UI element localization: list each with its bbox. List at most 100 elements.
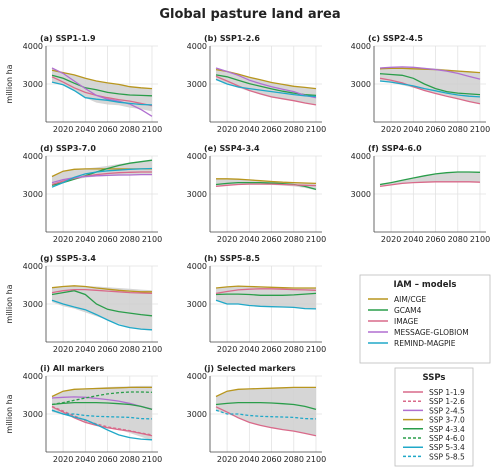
legend-label: AIM/CGE xyxy=(394,295,426,304)
panel-i: (i) All markers 3000 4000 2020 2040 2060 2080 2… xyxy=(5,364,162,464)
y-tick-label: 4000 xyxy=(187,372,207,381)
series-line-ssp-3-7-0 xyxy=(215,386,316,398)
y-axis-label: million ha xyxy=(5,64,14,103)
panel-title: (i) All markers xyxy=(40,364,104,373)
x-tick-label: 2040 xyxy=(239,455,259,464)
x-tick-label: 2060 xyxy=(97,125,117,134)
x-tick-label: 2020 xyxy=(53,345,73,354)
x-tick-label: 2100 xyxy=(470,235,490,244)
legend-label: SSP 3-7.0 xyxy=(429,416,465,425)
panel-c: (c) SSP2-4.5 3000 4000 2020 2040 2060 2080 2100 xyxy=(351,34,491,134)
x-tick-label: 2080 xyxy=(284,125,304,134)
x-tick-label: 2080 xyxy=(120,235,140,244)
x-tick-label: 2020 xyxy=(217,125,237,134)
y-tick-label: 4000 xyxy=(351,152,371,161)
panel-b: (b) SSP1-2.6 3000 4000 2020 2040 2060 2080 2100 xyxy=(187,34,327,134)
series-line-remind-magpie xyxy=(51,299,153,331)
range-band xyxy=(216,387,316,436)
panel-title: (e) SSP4-3.4 xyxy=(204,144,260,153)
panel-title: (j) Selected markers xyxy=(204,364,296,373)
x-tick-label: 2080 xyxy=(120,455,140,464)
y-tick-label: 4000 xyxy=(187,152,207,161)
range-band xyxy=(216,286,316,309)
x-tick-label: 2100 xyxy=(306,345,326,354)
series-line-image xyxy=(215,75,317,106)
y-tick-label: 3000 xyxy=(23,410,43,419)
x-tick-label: 2060 xyxy=(261,235,281,244)
y-tick-label: 4000 xyxy=(23,152,43,161)
series-line-ssp-5-8-5 xyxy=(215,409,317,420)
series-line-remind-magpie xyxy=(215,78,317,98)
x-tick-label: 2040 xyxy=(239,235,259,244)
x-tick-label: 2100 xyxy=(470,125,490,134)
y-tick-label: 3000 xyxy=(23,80,43,89)
x-tick-label: 2080 xyxy=(284,235,304,244)
legend-label: GCAM4 xyxy=(394,306,422,315)
x-tick-label: 2080 xyxy=(448,125,468,134)
panel-title: (b) SSP1-2.6 xyxy=(204,34,260,43)
panel-h: (h) SSP5-8.5 3000 4000 2020 2040 2060 2080 2100 xyxy=(187,254,327,354)
series-line-remind-magpie xyxy=(51,81,153,106)
legend-label: SSP 5-8.5 xyxy=(429,452,465,461)
x-tick-label: 2080 xyxy=(120,125,140,134)
y-axis-label: million ha xyxy=(5,284,14,323)
series-line-ssp-5-3-4 xyxy=(51,409,153,441)
series-line-image xyxy=(379,181,481,188)
y-tick-label: 4000 xyxy=(23,262,43,271)
x-tick-label: 2040 xyxy=(75,125,95,134)
x-tick-label: 2060 xyxy=(261,125,281,134)
series-line-ssp-5-8-5 xyxy=(51,409,153,420)
x-tick-label: 2100 xyxy=(142,345,162,354)
x-tick-label: 2060 xyxy=(97,345,117,354)
series-line-aim-cge xyxy=(215,285,316,289)
series-line-ssp-4-3-4 xyxy=(51,401,153,411)
panel-title: (a) SSP1-1.9 xyxy=(40,34,96,43)
series-line-gcam4 xyxy=(215,292,317,296)
x-tick-label: 2100 xyxy=(306,455,326,464)
panel-g: (g) SSP5-3.4 3000 4000 2020 2040 2060 2080 2100… xyxy=(5,254,162,354)
legend-label: SSP 1-2.6 xyxy=(429,397,465,406)
x-tick-label: 2100 xyxy=(142,235,162,244)
series-line-image xyxy=(51,76,153,107)
x-tick-label: 2100 xyxy=(306,235,326,244)
y-tick-label: 4000 xyxy=(23,42,43,51)
y-axis-label: million ha xyxy=(5,394,14,433)
panel-title: (d) SSP3-7.0 xyxy=(40,144,96,153)
series-line-gcam4 xyxy=(379,171,481,186)
legend-iam: IAM – models AIM/CGE GCAM4 IMAGE MESSAGE-GLO… xyxy=(359,274,491,364)
series-line-gcam4 xyxy=(379,73,481,96)
series-line-ssp-1-1-9 xyxy=(215,406,317,437)
legend-label: SSP 2-4.5 xyxy=(429,406,465,415)
series-line-message-globiom xyxy=(51,67,153,117)
series-line-gcam4 xyxy=(51,159,153,186)
x-tick-label: 2080 xyxy=(448,235,468,244)
y-tick-label: 3000 xyxy=(23,300,43,309)
y-tick-label: 4000 xyxy=(23,372,43,381)
y-tick-label: 3000 xyxy=(351,80,371,89)
series-line-image xyxy=(51,288,153,295)
x-tick-label: 2040 xyxy=(75,235,95,244)
x-tick-label: 2040 xyxy=(403,235,423,244)
series-line-image xyxy=(379,77,481,105)
series-line-remind-magpie xyxy=(215,299,317,310)
y-tick-label: 3000 xyxy=(187,190,207,199)
panel-title: (h) SSP5-8.5 xyxy=(204,254,260,263)
series-line-ssp-1-2-6 xyxy=(51,405,153,436)
x-tick-label: 2060 xyxy=(425,125,445,134)
x-tick-label: 2040 xyxy=(75,455,95,464)
series-line-ssp-4-6-0 xyxy=(51,391,153,406)
series-line-image xyxy=(215,183,317,188)
y-tick-label: 3000 xyxy=(187,80,207,89)
panel-title: (g) SSP5-3.4 xyxy=(40,254,96,263)
x-tick-label: 2040 xyxy=(403,125,423,134)
x-tick-label: 2020 xyxy=(217,345,237,354)
x-tick-label: 2100 xyxy=(142,125,162,134)
x-tick-label: 2020 xyxy=(53,125,73,134)
figure-title: Global pasture land area xyxy=(159,7,340,22)
x-tick-label: 2040 xyxy=(239,125,259,134)
panel-e: (e) SSP4-3.4 3000 4000 2020 2040 2060 2080 2100 xyxy=(187,144,327,244)
series-line-remind-magpie xyxy=(379,80,481,98)
legend-label: SSP 4-6.0 xyxy=(429,434,465,443)
